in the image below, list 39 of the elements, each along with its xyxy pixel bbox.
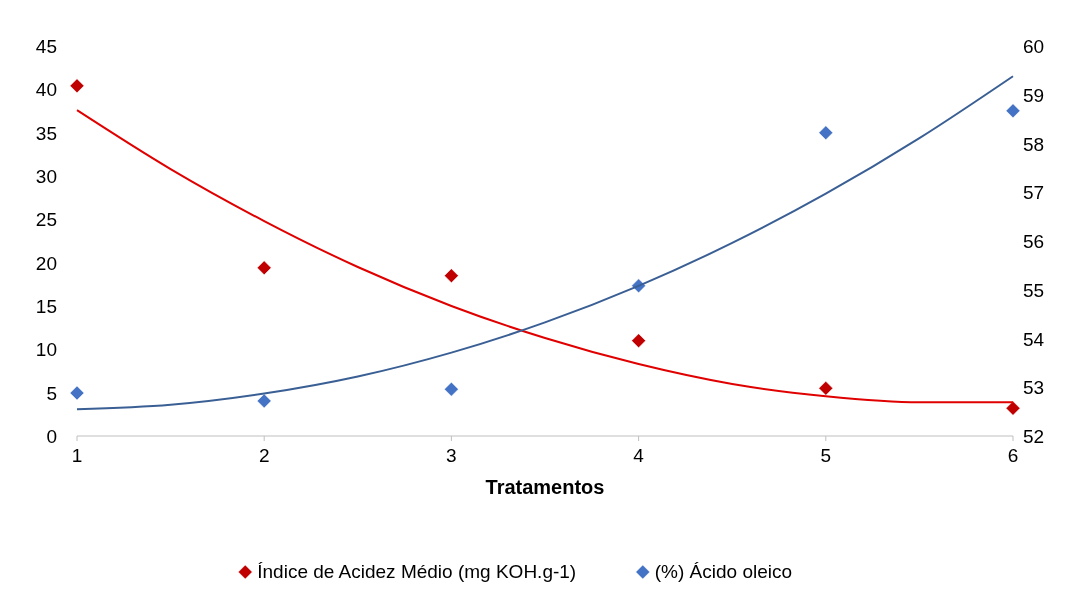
y2-tick-label: 54 bbox=[1023, 328, 1045, 350]
legend-label: Índice de Acidez Médio (mg KOH.g-1) bbox=[257, 561, 577, 582]
point bbox=[256, 393, 272, 409]
point bbox=[444, 381, 459, 397]
point bbox=[818, 381, 834, 396]
y2-tick-label: 57 bbox=[1023, 182, 1045, 204]
point bbox=[444, 268, 459, 283]
x-tick-label: 2 bbox=[258, 445, 270, 466]
y-tick-label: 35 bbox=[35, 122, 57, 144]
point bbox=[1005, 103, 1021, 119]
y-tick-label: 15 bbox=[35, 296, 57, 317]
y-tick-label: 0 bbox=[46, 426, 57, 447]
y2-tick-label: 53 bbox=[1023, 377, 1045, 399]
x-tick-label: 1 bbox=[71, 445, 83, 466]
y-tick-label: 10 bbox=[35, 339, 57, 361]
point bbox=[631, 333, 646, 348]
x-axis-title: Tratamentos bbox=[485, 476, 605, 498]
point bbox=[818, 125, 834, 141]
y2-tick-label: 59 bbox=[1023, 84, 1045, 106]
y-tick-label: 40 bbox=[35, 79, 57, 101]
y2-tick-label: 60 bbox=[1023, 36, 1045, 57]
point bbox=[256, 260, 272, 276]
y2-tick-label: 52 bbox=[1023, 426, 1045, 447]
point bbox=[69, 78, 85, 94]
x-tick-label: 4 bbox=[633, 445, 645, 466]
y-tick-label: 30 bbox=[35, 166, 57, 187]
x-tick-label: 3 bbox=[446, 445, 457, 466]
point bbox=[1005, 401, 1021, 416]
y2-tick-label: 56 bbox=[1023, 231, 1045, 252]
y2-tick-label: 58 bbox=[1023, 133, 1045, 155]
point bbox=[69, 385, 85, 401]
y-tick-label: 20 bbox=[35, 252, 57, 274]
legend-label: (%) Ácido oleico bbox=[654, 561, 793, 582]
y-tick-label: 5 bbox=[46, 382, 57, 404]
y2-tick-label: 55 bbox=[1023, 279, 1045, 301]
y-tick-label: 25 bbox=[35, 209, 57, 231]
x-tick-label: 6 bbox=[1007, 445, 1019, 466]
x-tick-label: 5 bbox=[820, 445, 832, 466]
y-tick-label: 45 bbox=[35, 36, 57, 57]
